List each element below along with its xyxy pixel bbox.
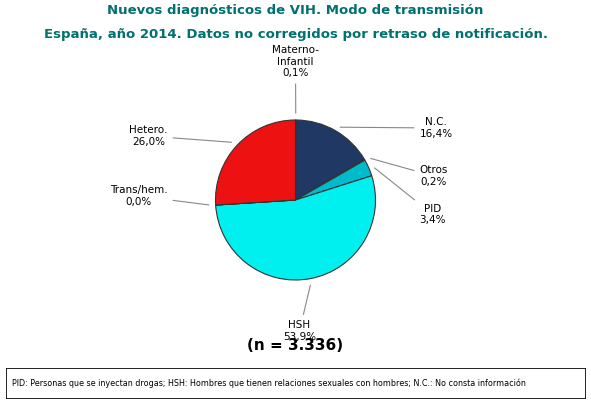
Text: Trans/hem.
0,0%: Trans/hem. 0,0% xyxy=(110,185,209,207)
Text: PID
3,4%: PID 3,4% xyxy=(375,168,446,225)
Wedge shape xyxy=(296,159,365,200)
Wedge shape xyxy=(216,120,296,205)
Text: Hetero.
26,0%: Hetero. 26,0% xyxy=(129,125,232,147)
Wedge shape xyxy=(216,200,296,205)
Text: (n = 3.336): (n = 3.336) xyxy=(248,338,343,353)
Wedge shape xyxy=(296,120,365,200)
Wedge shape xyxy=(216,176,375,280)
Text: HSH
53,9%: HSH 53,9% xyxy=(283,285,316,342)
Text: N.C.
16,4%: N.C. 16,4% xyxy=(340,117,453,139)
Text: Otros
0,2%: Otros 0,2% xyxy=(371,158,448,187)
Wedge shape xyxy=(296,160,372,200)
Text: España, año 2014. Datos no corregidos por retraso de notificación.: España, año 2014. Datos no corregidos po… xyxy=(44,28,547,41)
Text: Materno-
Infantil
0,1%: Materno- Infantil 0,1% xyxy=(272,45,319,113)
Text: Nuevos diagnósticos de VIH. Modo de transmisión: Nuevos diagnósticos de VIH. Modo de tran… xyxy=(108,4,483,17)
Text: PID: Personas que se inyectan drogas; HSH: Hombres que tienen relaciones sexuale: PID: Personas que se inyectan drogas; HS… xyxy=(12,378,525,388)
